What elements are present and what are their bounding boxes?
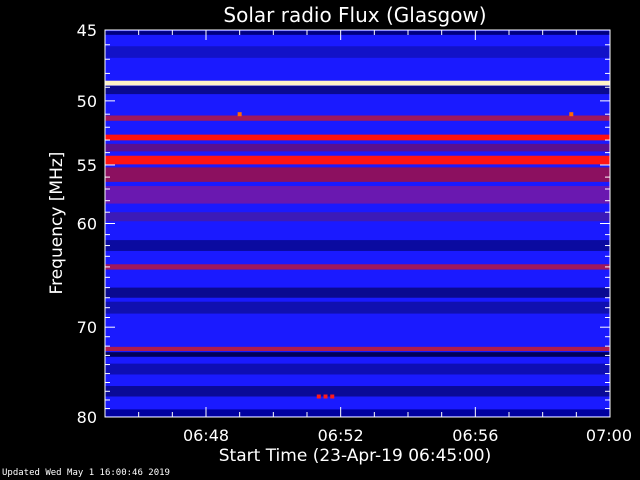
- frequency-band-14: [105, 301, 610, 314]
- frequency-band-11: [105, 240, 610, 251]
- y-tick-label-60: 60: [77, 215, 97, 234]
- frequency-bands: [105, 31, 610, 417]
- x-tick-label-0648: 06:48: [183, 426, 229, 445]
- burst-spots: [237, 112, 574, 399]
- plot-area: [104, 29, 611, 418]
- y-axis-label: Frequency [MHz]: [47, 152, 67, 295]
- frequency-band-1: [105, 46, 610, 58]
- frequency-band-13: [105, 287, 610, 298]
- burst-spot-4: [330, 394, 335, 399]
- frequency-band-16: [105, 352, 610, 357]
- x-axis-label: Start Time (23-Apr-19 06:45:00): [219, 446, 491, 466]
- updated-timestamp: Updated Wed May 1 16:00:46 2019: [2, 468, 170, 478]
- x-axis: 06:48 06:52 06:56 07:00: [104, 30, 632, 445]
- chart-title: Solar radio Flux (Glasgow): [223, 3, 486, 27]
- x-tick-label-0652: 06:52: [318, 426, 364, 445]
- y-tick-label-80: 80: [77, 408, 97, 427]
- y-tick-label-70: 70: [77, 318, 97, 337]
- burst-spot-3: [323, 394, 328, 399]
- frequency-band-8: [105, 167, 610, 182]
- frequency-band-10: [105, 212, 610, 222]
- frequency-band-7: [105, 155, 610, 165]
- frequency-band-18: [105, 386, 610, 397]
- frequency-band-6: [105, 143, 610, 152]
- frequency-band-17: [105, 363, 610, 375]
- frequency-band-3: [105, 85, 610, 95]
- burst-spot-2: [316, 394, 321, 399]
- burst-spot-1: [569, 112, 574, 117]
- y-axis: 45 50 55 60 70 80: [77, 21, 610, 427]
- burst-spot-0: [237, 112, 242, 117]
- frequency-band-0: [105, 31, 610, 35]
- frequency-band-4: [105, 115, 610, 121]
- y-tick-label-50: 50: [77, 92, 97, 111]
- x-tick-label-0656: 06:56: [452, 426, 498, 445]
- x-tick-label-0700: 07:00: [586, 426, 632, 445]
- frequency-band-12: [105, 264, 610, 270]
- frequency-band-15: [105, 346, 610, 352]
- frequency-band-2: [105, 80, 610, 86]
- y-tick-label-55: 55: [77, 156, 97, 175]
- y-tick-label-45: 45: [77, 21, 97, 40]
- frequency-band-19: [105, 409, 610, 417]
- frequency-band-9: [105, 186, 610, 204]
- frequency-band-5: [105, 134, 610, 141]
